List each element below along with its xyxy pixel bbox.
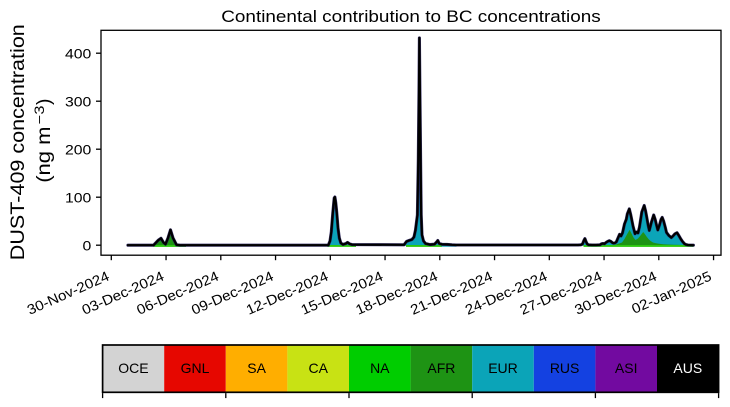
svg-text:DUST-409 concentration: DUST-409 concentration bbox=[7, 24, 29, 260]
svg-text:OCE: OCE bbox=[118, 360, 148, 376]
svg-text:200: 200 bbox=[65, 141, 92, 157]
svg-text:CA: CA bbox=[308, 360, 328, 376]
svg-text:ASI: ASI bbox=[615, 360, 638, 376]
svg-text:400: 400 bbox=[65, 45, 92, 61]
svg-text:NA: NA bbox=[370, 360, 390, 376]
svg-text:RUS: RUS bbox=[550, 360, 580, 376]
svg-text:GNL: GNL bbox=[181, 360, 210, 376]
svg-text:SA: SA bbox=[247, 360, 266, 376]
svg-text:Continental contribution to BC: Continental contribution to BC concentra… bbox=[221, 7, 601, 26]
svg-text:EUR: EUR bbox=[488, 360, 518, 376]
svg-text:0: 0 bbox=[83, 237, 92, 253]
svg-text:300: 300 bbox=[65, 93, 92, 109]
svg-text:AFR: AFR bbox=[427, 360, 455, 376]
svg-text:AUS: AUS bbox=[673, 360, 702, 376]
svg-text:100: 100 bbox=[65, 189, 92, 205]
svg-text:(ng m −3 ): (ng m −3 ) bbox=[28, 99, 55, 183]
